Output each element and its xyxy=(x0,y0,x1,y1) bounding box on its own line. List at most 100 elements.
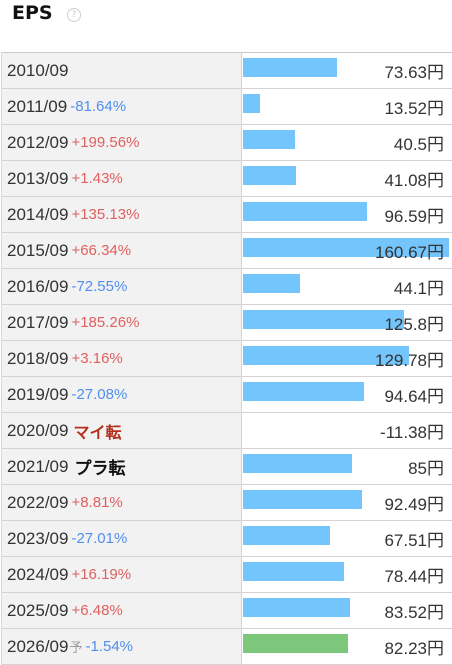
table-row: 2021/09 プラ転 85円 xyxy=(2,449,452,485)
eps-value: -11.38円 xyxy=(380,423,444,442)
period-cell: 2021/09 プラ転 xyxy=(2,449,242,484)
eps-value-cell: 96.59円 xyxy=(242,197,452,232)
fiscal-year-label: 2010/09 xyxy=(7,60,69,80)
eps-value: 85円 xyxy=(408,459,444,478)
eps-value: 160.67円 xyxy=(375,243,444,262)
table-row: 2025/09 +6.48% 83.52円 xyxy=(2,593,452,629)
eps-value-cell: 67.51円 xyxy=(242,521,452,556)
table-row: 2014/09 +135.13% 96.59円 xyxy=(2,197,452,233)
period-cell: 2013/09 +1.43% xyxy=(2,161,242,196)
table-row: 2022/09 +8.81% 92.49円 xyxy=(2,485,452,521)
table-row: 2012/09 +199.56% 40.5円 xyxy=(2,125,452,161)
eps-forecast-bar xyxy=(243,634,348,653)
fiscal-year-label: 2011/09 xyxy=(7,96,68,116)
section-title: EPS xyxy=(12,2,53,24)
eps-value-cell: 78.44円 xyxy=(242,557,452,592)
eps-value-cell: 13.52円 xyxy=(242,89,452,124)
fiscal-year-label: 2019/09 xyxy=(7,384,69,404)
period-cell: 2024/09 +16.19% xyxy=(2,557,242,592)
period-cell: 2025/09 +6.48% xyxy=(2,593,242,628)
eps-value: 78.44円 xyxy=(384,567,444,586)
table-row: 2011/09 -81.64% 13.52円 xyxy=(2,89,452,125)
eps-value: 96.59円 xyxy=(384,207,444,226)
period-cell: 2016/09 -72.55% xyxy=(2,269,242,304)
change-rate-label: -72.55% xyxy=(71,278,128,295)
eps-value: 82.23円 xyxy=(384,639,444,658)
fiscal-year-label: 2013/09 xyxy=(7,168,69,188)
period-cell: 2017/09 +185.26% xyxy=(2,305,242,340)
change-rate-label: +8.81% xyxy=(71,494,123,511)
table-row: 2015/09 +66.34% 160.67円 xyxy=(2,233,452,269)
fiscal-year-label: 2014/09 xyxy=(7,204,69,224)
table-row: 2023/09 -27.01% 67.51円 xyxy=(2,521,452,557)
eps-value: 40.5円 xyxy=(393,135,444,154)
table-row: 2013/09 +1.43% 41.08円 xyxy=(2,161,452,197)
eps-value: 44.1円 xyxy=(393,279,444,298)
eps-value-cell: 44.1円 xyxy=(242,269,452,304)
eps-value-cell: 92.49円 xyxy=(242,485,452,520)
fiscal-year-label: 2018/09 xyxy=(7,348,69,368)
change-rate-label: +66.34% xyxy=(71,242,132,259)
period-cell: 2015/09 +66.34% xyxy=(2,233,242,268)
eps-value-cell: 160.67円 xyxy=(242,233,452,268)
eps-bar xyxy=(243,166,296,185)
table-row: 2016/09 -72.55% 44.1円 xyxy=(2,269,452,305)
fiscal-year-label: 2025/09 xyxy=(7,600,69,620)
change-rate-label: -27.08% xyxy=(71,386,128,403)
change-rate-label: +185.26% xyxy=(71,314,140,331)
eps-value-cell: 83.52円 xyxy=(242,593,452,628)
period-cell: 2011/09 -81.64% xyxy=(2,89,242,124)
eps-value: 41.08円 xyxy=(384,171,444,190)
eps-value-cell: -11.38円 xyxy=(242,413,452,448)
eps-value-cell: 40.5円 xyxy=(242,125,452,160)
period-cell: 2010/09 xyxy=(2,53,242,88)
table-row: 2010/09 73.63円 xyxy=(2,53,452,89)
period-cell: 2019/09 -27.08% xyxy=(2,377,242,412)
fiscal-year-label: 2017/09 xyxy=(7,312,69,332)
fiscal-year-label: 2023/09 xyxy=(7,528,69,548)
eps-value-cell: 73.63円 xyxy=(242,53,452,88)
period-cell: 2023/09 -27.01% xyxy=(2,521,242,556)
change-rate-label: +135.13% xyxy=(71,206,140,223)
change-rate-label: -27.01% xyxy=(71,530,128,547)
change-rate-label: +1.43% xyxy=(71,170,123,187)
change-rate-label: +6.48% xyxy=(71,602,123,619)
eps-bar xyxy=(243,310,404,329)
period-cell: 2022/09 +8.81% xyxy=(2,485,242,520)
table-row: 2019/09 -27.08% 94.64円 xyxy=(2,377,452,413)
eps-value: 125.8円 xyxy=(384,315,444,334)
eps-bar xyxy=(243,238,449,257)
change-rate-label: マイ転 xyxy=(73,424,122,442)
eps-value-cell: 82.23円 xyxy=(242,629,452,664)
eps-bar xyxy=(243,94,260,113)
eps-value: 83.52円 xyxy=(384,603,444,622)
change-rate-label: +3.16% xyxy=(71,350,123,367)
fiscal-year-label: 2026/09 xyxy=(7,636,69,656)
change-rate-label: +16.19% xyxy=(71,566,132,583)
eps-value-cell: 94.64円 xyxy=(242,377,452,412)
fiscal-year-label: 2024/09 xyxy=(7,564,69,584)
eps-value: 73.63円 xyxy=(384,63,444,82)
period-cell: 2014/09 +135.13% xyxy=(2,197,242,232)
eps-value-cell: 125.8円 xyxy=(242,305,452,340)
table-row: 2020/09 マイ転 -11.38円 xyxy=(2,413,452,449)
table-row: 2026/09 予 -1.54% 82.23円 xyxy=(2,629,452,665)
forecast-mark: 予 xyxy=(69,640,83,655)
fiscal-year-label: 2020/09 xyxy=(7,420,69,440)
eps-bar xyxy=(243,382,364,401)
eps-bar xyxy=(243,202,367,221)
eps-bar xyxy=(243,130,295,149)
eps-value-cell: 85円 xyxy=(242,449,452,484)
table-row: 2018/09 +3.16% 129.78円 xyxy=(2,341,452,377)
eps-value-cell: 129.78円 xyxy=(242,341,452,376)
change-rate-label: プラ転 xyxy=(74,459,126,478)
change-rate-label: +199.56% xyxy=(71,134,140,151)
fiscal-year-label: 2015/09 xyxy=(7,240,69,260)
eps-value-cell: 41.08円 xyxy=(242,161,452,196)
eps-bar xyxy=(243,346,409,365)
period-cell: 2020/09 マイ転 xyxy=(2,413,242,448)
period-cell: 2012/09 +199.56% xyxy=(2,125,242,160)
eps-bar xyxy=(243,58,337,77)
eps-bar xyxy=(243,598,350,617)
help-icon[interactable]: ? xyxy=(67,8,81,22)
